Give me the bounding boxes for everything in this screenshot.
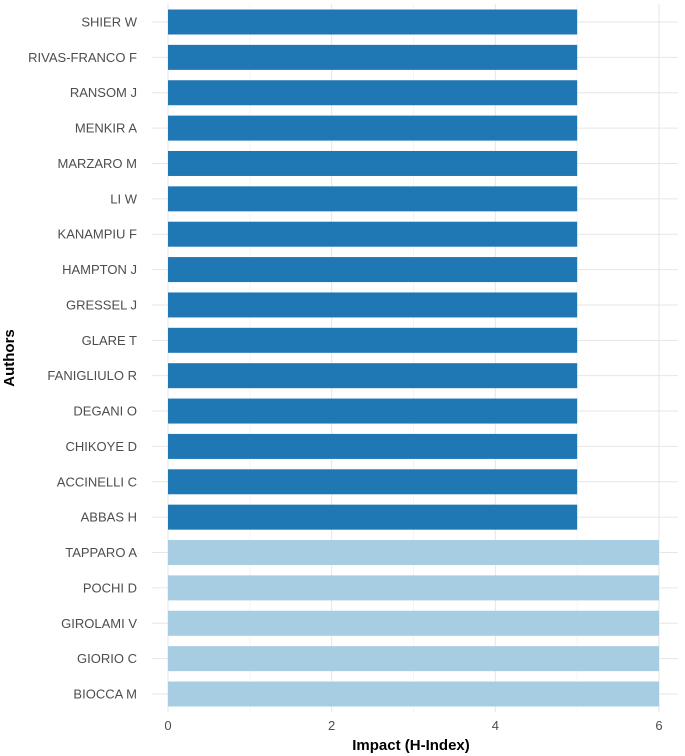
bar bbox=[168, 80, 578, 106]
x-tick-labels: 0 2 4 6 bbox=[164, 718, 662, 733]
y-tick-label: DEGANI O bbox=[73, 404, 137, 419]
bar bbox=[168, 610, 659, 636]
bar bbox=[168, 363, 578, 389]
bar bbox=[168, 433, 578, 459]
y-tick-label: FANIGLIULO R bbox=[47, 368, 137, 383]
bar bbox=[168, 646, 659, 672]
x-tick-label: 0 bbox=[164, 718, 171, 733]
bar bbox=[168, 504, 578, 530]
y-tick-label: MENKIR A bbox=[75, 121, 137, 136]
x-axis-title: Impact (H-Index) bbox=[352, 737, 470, 754]
y-tick-label: RIVAS-FRANCO F bbox=[28, 50, 137, 65]
y-tick-label: POCHI D bbox=[83, 580, 137, 595]
y-tick-label: GIORIO C bbox=[77, 651, 137, 666]
bar bbox=[168, 575, 659, 601]
y-axis-title: Authors bbox=[1, 329, 18, 387]
bar bbox=[168, 398, 578, 424]
grid bbox=[152, 4, 678, 712]
x-tick-label: 2 bbox=[328, 718, 335, 733]
x-tick-label: 6 bbox=[655, 718, 662, 733]
y-tick-label: HAMPTON J bbox=[62, 262, 137, 277]
y-tick-label: GLARE T bbox=[82, 333, 137, 348]
y-tick-label: GIROLAMI V bbox=[61, 616, 137, 631]
bar bbox=[168, 115, 578, 141]
bar bbox=[168, 150, 578, 176]
y-tick-label: LI W bbox=[110, 191, 137, 206]
bar bbox=[168, 469, 578, 495]
y-tick-label: ABBAS H bbox=[81, 510, 137, 525]
bar bbox=[168, 681, 659, 707]
y-tick-label: RANSOM J bbox=[70, 85, 137, 100]
bar bbox=[168, 257, 578, 283]
y-tick-label: MARZARO M bbox=[58, 156, 137, 171]
bars bbox=[168, 9, 659, 707]
bar bbox=[168, 9, 578, 35]
y-tick-label: CHIKOYE D bbox=[65, 439, 137, 454]
y-tick-label: ACCINELLI C bbox=[57, 474, 137, 489]
bar bbox=[168, 44, 578, 70]
y-tick-label: BIOCCA M bbox=[73, 687, 137, 702]
y-tick-label: SHIER W bbox=[81, 15, 137, 30]
y-tick-label: KANAMPIU F bbox=[58, 227, 138, 242]
y-tick-labels: SHIER W RIVAS-FRANCO F RANSOM J MENKIR A MAR… bbox=[28, 15, 138, 702]
x-tick-label: 4 bbox=[492, 718, 499, 733]
y-tick-label: TAPPARO A bbox=[65, 545, 137, 560]
y-tick-label: GRESSEL J bbox=[66, 297, 137, 312]
bar bbox=[168, 221, 578, 247]
bar bbox=[168, 292, 578, 318]
bar bbox=[168, 186, 578, 212]
bar bbox=[168, 327, 578, 353]
bar bbox=[168, 540, 659, 566]
